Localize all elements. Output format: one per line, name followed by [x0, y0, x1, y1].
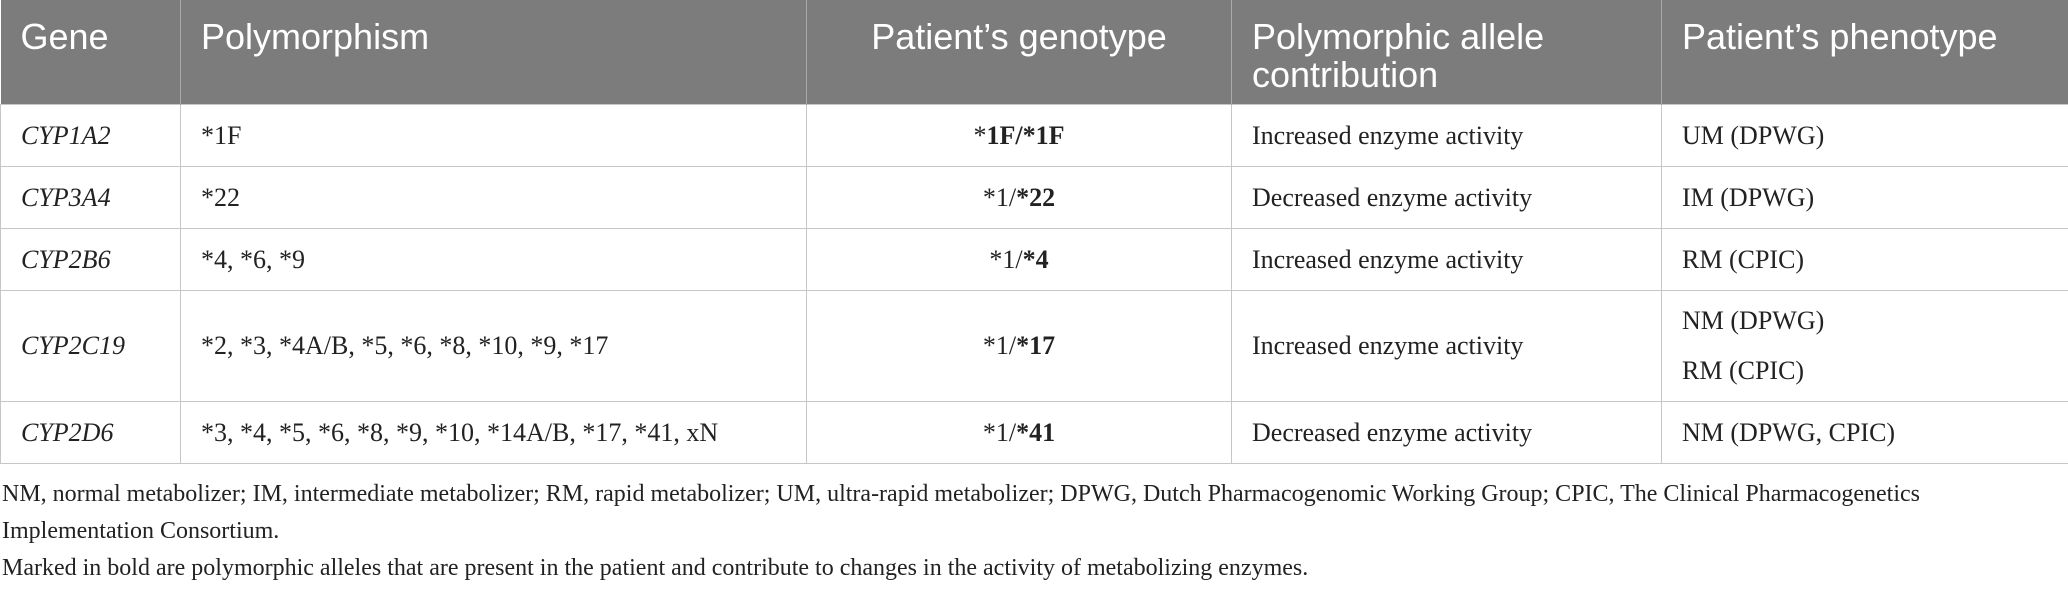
genotype-plain: *1/: [982, 417, 1017, 447]
genotype-bold: *41: [1016, 417, 1056, 447]
phenotype-cell: IM (DPWG): [1661, 166, 2068, 229]
genotype-bold: *22: [1016, 182, 1056, 212]
polymorphism-cell: *22: [180, 166, 807, 229]
genotype-plain: *1/: [982, 182, 1017, 212]
gene-cell: CYP2C19: [0, 290, 181, 402]
table-footnotes: NM, normal metabolizer; IM, intermediate…: [0, 464, 2068, 587]
genotype-bold: *4: [1022, 244, 1049, 274]
phenotype-text: NM (DPWG): [1682, 306, 1825, 335]
polymorphism-cell: *4, *6, *9: [180, 228, 807, 291]
genotype-plain: *1/: [982, 331, 1017, 360]
phenotype-text: RM (CPIC): [1682, 244, 1805, 274]
genotype-bold: 1F/*1F: [986, 120, 1065, 150]
table-row: CYP1A2 *1F *1F/*1F Increased enzyme acti…: [0, 104, 2068, 167]
contribution-cell: Decreased enzyme activity: [1231, 401, 1662, 464]
table-row: CYP2C19 *2, *3, *4A/B, *5, *6, *8, *10, …: [0, 290, 2068, 402]
table-row: CYP3A4 *22 *1/*22 Decreased enzyme activ…: [0, 166, 2068, 229]
abbreviations-note: NM, normal metabolizer; IM, intermediate…: [2, 481, 1920, 544]
table-container: Gene Polymorphism Patient’s genotype Pol…: [0, 0, 2068, 587]
phenotype-cell: RM (CPIC): [1661, 228, 2068, 291]
contribution-cell: Increased enzyme activity: [1231, 104, 1662, 167]
phenotype-text: RM (CPIC): [1682, 356, 1805, 385]
bold-note: Marked in bold are polymorphic alleles t…: [2, 555, 1309, 581]
genotype-bold: *17: [1016, 331, 1056, 360]
phenotype-text: IM (DPWG): [1682, 182, 1815, 212]
genotype-cell: *1F/*1F: [806, 104, 1232, 167]
phenotype-text: NM (DPWG, CPIC): [1682, 417, 1896, 447]
header-phenotype: Patient’s phenotype: [1661, 0, 2068, 105]
genotype-cell: *1/*4: [806, 228, 1232, 291]
header-genotype: Patient’s genotype: [806, 0, 1232, 105]
genotype-cell: *1/*41: [806, 401, 1232, 464]
genotype-table: Gene Polymorphism Patient’s genotype Pol…: [0, 0, 2068, 464]
header-gene: Gene: [0, 0, 181, 105]
phenotype-text: UM (DPWG): [1682, 120, 1825, 150]
header-contribution: Polymorphic allele contribution: [1231, 0, 1662, 105]
genotype-plain: *: [973, 120, 987, 150]
gene-cell: CYP1A2: [0, 104, 181, 167]
gene-cell: CYP3A4: [0, 166, 181, 229]
contribution-cell: Increased enzyme activity: [1231, 228, 1662, 291]
header-polymorphism: Polymorphism: [180, 0, 807, 105]
table-row: CYP2D6 *3, *4, *5, *6, *8, *9, *10, *14A…: [0, 401, 2068, 464]
genotype-cell: *1/*17: [806, 290, 1232, 402]
genotype-plain: *1/: [989, 244, 1023, 274]
contribution-cell: Increased enzyme activity: [1231, 290, 1662, 402]
header-row: Gene Polymorphism Patient’s genotype Pol…: [0, 0, 2068, 105]
phenotype-cell: UM (DPWG): [1661, 104, 2068, 167]
polymorphism-cell: *1F: [180, 104, 807, 167]
gene-cell: CYP2D6: [0, 401, 181, 464]
polymorphism-cell: *3, *4, *5, *6, *8, *9, *10, *14A/B, *17…: [180, 401, 807, 464]
genotype-cell: *1/*22: [806, 166, 1232, 229]
phenotype-cell: NM (DPWG) RM (CPIC): [1661, 290, 2068, 402]
table-row: CYP2B6 *4, *6, *9 *1/*4 Increased enzyme…: [0, 228, 2068, 291]
phenotype-cell: NM (DPWG, CPIC): [1661, 401, 2068, 464]
gene-cell: CYP2B6: [0, 228, 181, 291]
polymorphism-cell: *2, *3, *4A/B, *5, *6, *8, *10, *9, *17: [180, 290, 807, 402]
contribution-cell: Decreased enzyme activity: [1231, 166, 1662, 229]
